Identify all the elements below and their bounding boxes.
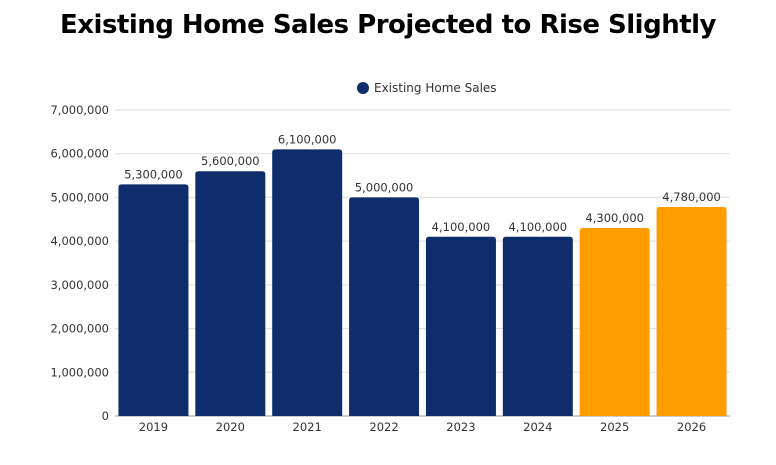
y-axis: 0 1,000,000 2,000,000 3,000,000 4,000,000 5,0…	[50, 103, 109, 423]
data-labels: 5,300,000 5,600,000 6,100,000 5,000,000 4,10…	[124, 132, 721, 233]
data-label: 4,300,000	[585, 211, 644, 225]
y-tick-label: 7,000,000	[50, 103, 109, 117]
data-label: 5,000,000	[355, 180, 414, 194]
bar-2019	[118, 184, 189, 416]
legend: Existing Home Sales	[357, 81, 497, 95]
x-tick-label: 2019	[139, 420, 168, 434]
x-tick-label: 2022	[369, 420, 398, 434]
x-axis: 2019 2020 2021 2022 2023 2024 2025 2026	[139, 420, 706, 434]
y-tick-label: 0	[102, 409, 109, 423]
x-tick-label: 2020	[216, 420, 245, 434]
legend-label: Existing Home Sales	[374, 81, 497, 95]
bar-2025	[579, 228, 650, 416]
data-label: 5,300,000	[124, 167, 183, 181]
legend-swatch	[357, 82, 369, 94]
data-label: 4,100,000	[432, 220, 491, 234]
bar-2026	[656, 207, 727, 416]
x-tick-label: 2026	[677, 420, 706, 434]
x-tick-label: 2021	[293, 420, 322, 434]
bar-2020	[195, 171, 266, 416]
data-label: 6,100,000	[278, 132, 337, 146]
y-tick-label: 1,000,000	[50, 365, 109, 379]
bar-2024	[502, 236, 573, 416]
y-tick-label: 4,000,000	[50, 234, 109, 248]
y-tick-label: 6,000,000	[50, 147, 109, 161]
data-label: 5,600,000	[201, 154, 260, 168]
x-tick-label: 2025	[600, 420, 629, 434]
chart-title: Existing Home Sales Projected to Rise Sl…	[60, 10, 717, 40]
y-tick-label: 2,000,000	[50, 322, 109, 336]
bars	[118, 149, 727, 417]
bar-2023	[425, 236, 496, 416]
bar-2021	[272, 149, 343, 417]
data-label: 4,100,000	[509, 220, 568, 234]
bar-2022	[349, 197, 420, 416]
x-tick-label: 2024	[523, 420, 552, 434]
y-tick-label: 5,000,000	[50, 190, 109, 204]
data-label: 4,780,000	[662, 190, 721, 204]
y-tick-label: 3,000,000	[50, 278, 109, 292]
x-tick-label: 2023	[446, 420, 475, 434]
